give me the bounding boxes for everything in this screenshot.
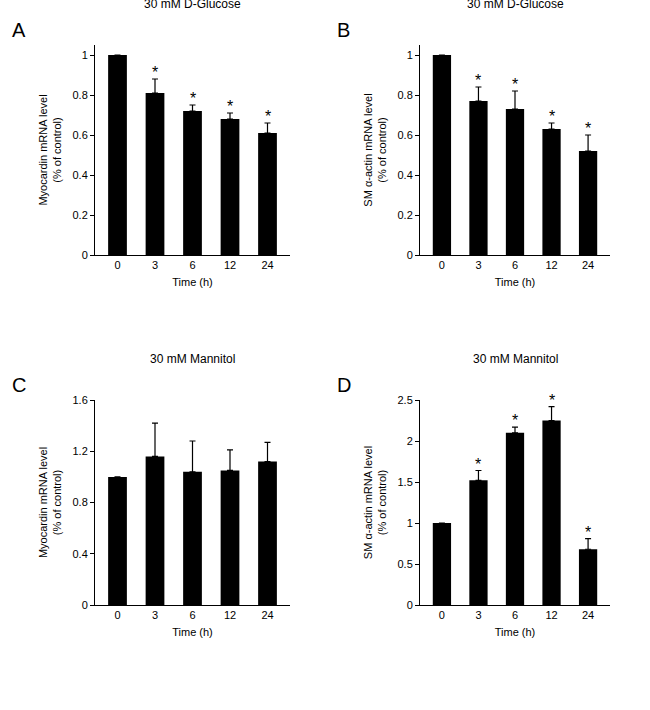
svg-text:*: * [585, 524, 591, 541]
svg-text:*: * [475, 456, 481, 473]
svg-text:0.6: 0.6 [73, 129, 88, 141]
svg-text:0: 0 [439, 259, 445, 271]
svg-text:0.4: 0.4 [73, 548, 88, 560]
svg-text:0.4: 0.4 [73, 169, 88, 181]
svg-text:Time (h): Time (h) [172, 276, 213, 288]
svg-text:12: 12 [545, 609, 557, 621]
svg-text:1: 1 [407, 49, 413, 61]
svg-text:*: * [265, 108, 271, 125]
svg-text:24: 24 [582, 609, 594, 621]
svg-text:24: 24 [261, 259, 273, 271]
svg-text:B: B [337, 19, 350, 41]
svg-text:0.2: 0.2 [398, 209, 413, 221]
svg-text:1.6: 1.6 [73, 394, 88, 406]
svg-text:Myocardin mRNA level(% of cont: Myocardin mRNA level(% of control) [37, 447, 63, 558]
svg-text:Time (h): Time (h) [495, 276, 536, 288]
svg-text:*: * [152, 64, 158, 81]
svg-text:0.8: 0.8 [398, 89, 413, 101]
svg-text:6: 6 [189, 259, 195, 271]
svg-text:*: * [549, 108, 555, 125]
svg-text:3: 3 [475, 259, 481, 271]
svg-text:D: D [337, 374, 351, 396]
svg-text:0: 0 [114, 259, 120, 271]
svg-text:Time (h): Time (h) [172, 626, 213, 638]
svg-text:*: * [549, 392, 555, 409]
svg-text:Myocardin mRNA level(% of cont: Myocardin mRNA level(% of control) [37, 94, 63, 205]
svg-text:*: * [190, 90, 196, 107]
svg-text:*: * [512, 412, 518, 429]
svg-text:30 mM D-Glucose: 30 mM D-Glucose [467, 0, 564, 11]
svg-text:1.2: 1.2 [73, 445, 88, 457]
svg-text:SM α-actin mRNA level(% of con: SM α-actin mRNA level(% of control) [362, 93, 388, 206]
svg-text:*: * [227, 98, 233, 115]
svg-text:6: 6 [512, 259, 518, 271]
svg-text:0.6: 0.6 [398, 129, 413, 141]
svg-text:SM α-actin mRNA level(% of con: SM α-actin mRNA level(% of control) [362, 446, 388, 559]
svg-text:0.5: 0.5 [398, 558, 413, 570]
svg-text:C: C [12, 374, 26, 396]
svg-text:30 mM Mannitol: 30 mM Mannitol [473, 352, 558, 366]
svg-text:0: 0 [407, 599, 413, 611]
svg-text:A: A [12, 19, 26, 41]
svg-text:1: 1 [82, 49, 88, 61]
svg-text:0: 0 [82, 249, 88, 261]
svg-text:0: 0 [82, 599, 88, 611]
svg-text:1: 1 [407, 517, 413, 529]
svg-text:30 mM D-Glucose: 30 mM D-Glucose [144, 0, 241, 11]
svg-text:3: 3 [152, 259, 158, 271]
svg-text:*: * [475, 72, 481, 89]
svg-text:0.4: 0.4 [398, 169, 413, 181]
svg-text:12: 12 [224, 259, 236, 271]
svg-text:3: 3 [152, 609, 158, 621]
svg-text:*: * [512, 76, 518, 93]
svg-text:30 mM Mannitol: 30 mM Mannitol [150, 352, 235, 366]
svg-text:6: 6 [512, 609, 518, 621]
svg-text:6: 6 [189, 609, 195, 621]
svg-text:2: 2 [407, 435, 413, 447]
svg-text:12: 12 [545, 259, 557, 271]
svg-text:Time (h): Time (h) [495, 626, 536, 638]
svg-text:0: 0 [114, 609, 120, 621]
svg-text:12: 12 [224, 609, 236, 621]
svg-text:0.8: 0.8 [73, 496, 88, 508]
svg-text:1.5: 1.5 [398, 476, 413, 488]
svg-text:0: 0 [407, 249, 413, 261]
svg-text:24: 24 [582, 259, 594, 271]
svg-text:0.2: 0.2 [73, 209, 88, 221]
svg-text:2.5: 2.5 [398, 394, 413, 406]
svg-text:0: 0 [439, 609, 445, 621]
svg-text:24: 24 [261, 609, 273, 621]
svg-text:*: * [585, 120, 591, 137]
svg-text:3: 3 [475, 609, 481, 621]
svg-text:0.8: 0.8 [73, 89, 88, 101]
